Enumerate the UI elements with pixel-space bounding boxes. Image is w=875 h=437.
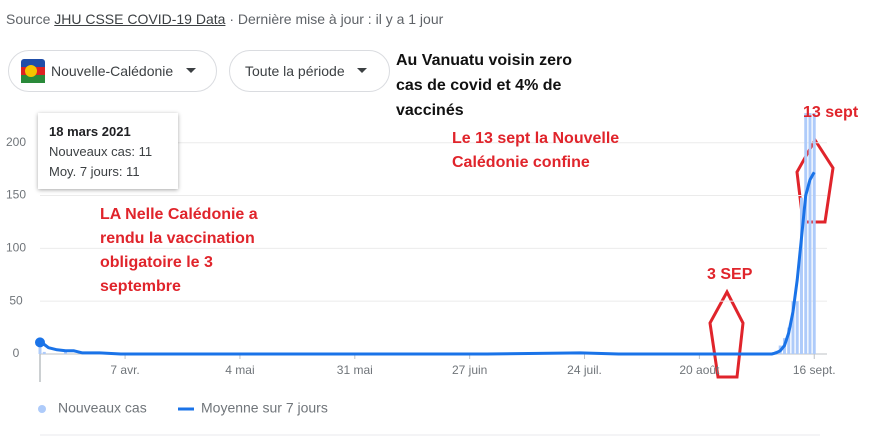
bar: [804, 113, 808, 355]
x-tick-label: 16 sept.: [793, 363, 836, 377]
bar: [795, 301, 799, 354]
tooltip-line: Nouveaux cas: 11: [49, 144, 153, 159]
y-tick-label: 100: [6, 241, 26, 255]
bar: [791, 301, 795, 354]
x-tick-label: 7 avr.: [110, 363, 139, 377]
legend-swatch: [38, 405, 46, 413]
x-tick-label: 20 août: [679, 363, 720, 377]
updated: · Dernière mise à jour : il y a 1 jour: [229, 11, 444, 27]
period: Toute la période: [245, 63, 345, 79]
annotation: Le 13 sept la Nouvelle Calédonie confine: [452, 130, 620, 171]
caret: [356, 68, 367, 73]
caret: [186, 68, 197, 73]
region-dropdown[interactable]: Nouvelle-Calédonie: [8, 50, 217, 92]
bar: [38, 342, 42, 354]
flag: [21, 59, 45, 83]
source-prefix: Source: [6, 11, 51, 27]
x-tick-label: 24 juil.: [567, 363, 602, 377]
period-dropdown[interactable]: Toute la période: [229, 50, 390, 92]
x-tick-label: 27 juin: [452, 363, 487, 377]
y-tick-label: 150: [6, 188, 26, 202]
bar: [799, 197, 803, 354]
annotation: LA Nelle Calédonie a rendu la vaccinatio…: [100, 206, 258, 295]
source: Source JHU CSSE COVID-19 Data · Dernière…: [6, 11, 443, 27]
bar: [42, 351, 46, 354]
x-tick-label: 4 mai: [225, 363, 254, 377]
bar: [808, 113, 812, 355]
bar: [64, 350, 68, 354]
annotation: Au Vanuatu voisin zero cas de covid et 4…: [396, 52, 573, 119]
bar: [787, 327, 791, 354]
annotation: 3 SEP: [707, 266, 753, 283]
tooltip-line: Moy. 7 jours: 11: [49, 164, 140, 179]
tooltip: 18 mars 2021 Nouveaux cas: 11 Moy. 7 jou…: [38, 113, 178, 189]
bar: [812, 113, 816, 355]
y-tick-label: 200: [6, 135, 26, 149]
tooltip-date: 18 mars 2021: [49, 124, 131, 139]
annotation: 13 sept: [803, 104, 859, 121]
region: Nouvelle-Calédonie: [51, 63, 174, 79]
legend-label[interactable]: Nouveaux cas: [58, 400, 147, 416]
line: [39, 171, 816, 356]
source-link[interactable]: JHU CSSE COVID-19 Data: [54, 11, 226, 27]
arrow: [708, 288, 745, 379]
y-tick-label: 0: [13, 346, 20, 360]
y-tick-label: 50: [9, 293, 23, 307]
legend-label[interactable]: Moyenne sur 7 jours: [201, 400, 328, 416]
hover-point: [35, 337, 45, 348]
x-tick-label: 31 mai: [337, 363, 373, 377]
